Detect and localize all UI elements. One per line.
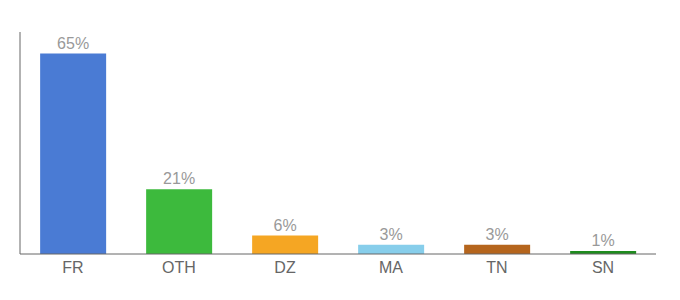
svg-text:3%: 3%	[486, 226, 509, 243]
svg-text:TN: TN	[486, 259, 507, 276]
svg-text:OTH: OTH	[162, 259, 196, 276]
svg-text:1%: 1%	[592, 232, 615, 249]
svg-text:65%: 65%	[57, 35, 89, 52]
svg-text:6%: 6%	[274, 217, 297, 234]
svg-text:DZ: DZ	[274, 259, 296, 276]
svg-text:21%: 21%	[163, 170, 195, 187]
svg-text:SN: SN	[592, 259, 614, 276]
svg-text:FR: FR	[62, 259, 83, 276]
svg-text:3%: 3%	[380, 226, 403, 243]
svg-text:MA: MA	[379, 259, 403, 276]
